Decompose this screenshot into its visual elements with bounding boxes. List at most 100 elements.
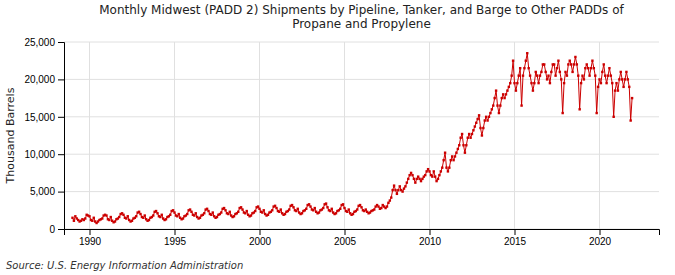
marker bbox=[474, 125, 476, 127]
grid-line-y bbox=[64, 116, 659, 117]
marker bbox=[612, 116, 614, 118]
grid-line-y bbox=[64, 154, 659, 155]
marker bbox=[318, 211, 320, 213]
marker bbox=[527, 67, 529, 69]
marker bbox=[413, 178, 415, 180]
y-axis-tick-mark bbox=[58, 42, 64, 43]
marker bbox=[250, 214, 252, 216]
marker bbox=[155, 210, 157, 212]
marker bbox=[471, 133, 473, 135]
y-axis-tick-label: 10,000 bbox=[24, 149, 55, 160]
marker bbox=[590, 67, 592, 69]
marker bbox=[417, 175, 419, 177]
marker bbox=[131, 220, 133, 222]
marker bbox=[485, 116, 487, 118]
marker bbox=[469, 137, 471, 139]
marker bbox=[577, 74, 579, 76]
marker bbox=[533, 82, 535, 84]
marker bbox=[408, 174, 410, 176]
marker bbox=[352, 213, 354, 215]
x-axis-tick: 1990 bbox=[79, 229, 102, 247]
marker bbox=[410, 172, 412, 174]
marker bbox=[454, 155, 456, 157]
marker bbox=[631, 97, 633, 99]
marker bbox=[84, 217, 86, 219]
marker bbox=[421, 178, 423, 180]
marker bbox=[586, 63, 588, 65]
marker bbox=[486, 119, 488, 121]
marker bbox=[348, 208, 350, 210]
marker bbox=[475, 122, 477, 124]
marker bbox=[566, 74, 568, 76]
x-axis-tick: 1995 bbox=[164, 229, 187, 247]
marker bbox=[492, 104, 494, 106]
title: Monthly Midwest (PADD 2) Shipments by Pi… bbox=[99, 3, 624, 31]
marker bbox=[118, 216, 120, 218]
grid-line-x bbox=[259, 42, 260, 229]
y-axis-tick-label: 15,000 bbox=[24, 112, 55, 123]
marker bbox=[389, 199, 391, 201]
marker bbox=[554, 74, 556, 76]
marker bbox=[583, 78, 585, 80]
marker bbox=[396, 193, 398, 195]
marker bbox=[580, 82, 582, 84]
marker bbox=[335, 212, 337, 214]
marker bbox=[278, 211, 280, 213]
x-axis-tick-label: 2015 bbox=[504, 236, 527, 247]
marker bbox=[516, 82, 518, 84]
marker bbox=[536, 74, 538, 76]
marker bbox=[159, 216, 161, 218]
y-axis-tick-mark bbox=[58, 154, 64, 155]
marker bbox=[571, 71, 573, 73]
grid-line-x bbox=[89, 42, 90, 229]
marker bbox=[156, 212, 158, 214]
y-axis-tick-label: 25,000 bbox=[24, 37, 55, 48]
marker bbox=[526, 52, 528, 54]
marker bbox=[437, 178, 439, 180]
marker bbox=[178, 213, 180, 215]
marker bbox=[618, 78, 620, 80]
marker bbox=[206, 208, 208, 210]
marker bbox=[240, 206, 242, 208]
grid-line-y bbox=[64, 191, 659, 192]
marker bbox=[233, 215, 235, 217]
y-axis-tick-mark bbox=[58, 117, 64, 118]
x-axis-tick-mark bbox=[515, 229, 516, 235]
marker bbox=[594, 74, 596, 76]
marker bbox=[258, 208, 260, 210]
marker bbox=[455, 152, 457, 154]
y-axis-tick: 10,000 bbox=[24, 149, 64, 160]
y-axis-tick-mark bbox=[58, 229, 64, 230]
marker bbox=[447, 170, 449, 172]
marker bbox=[462, 144, 464, 146]
marker bbox=[435, 180, 437, 182]
marker bbox=[165, 218, 167, 220]
marker bbox=[390, 196, 392, 198]
marker bbox=[600, 82, 602, 84]
marker bbox=[271, 209, 273, 211]
marker bbox=[308, 203, 310, 205]
x-axis-tick-mark bbox=[430, 229, 431, 235]
marker bbox=[549, 82, 551, 84]
marker bbox=[564, 71, 566, 73]
marker bbox=[138, 211, 140, 213]
marker bbox=[464, 152, 466, 154]
marker bbox=[506, 89, 508, 91]
marker bbox=[399, 185, 401, 187]
marker bbox=[459, 137, 461, 139]
marker bbox=[450, 159, 452, 161]
marker bbox=[257, 205, 259, 207]
marker bbox=[569, 60, 571, 62]
y-axis-tick: 25,000 bbox=[24, 37, 64, 48]
marker bbox=[393, 184, 395, 186]
marker bbox=[210, 214, 212, 216]
marker bbox=[424, 174, 426, 176]
marker bbox=[387, 202, 389, 204]
marker bbox=[74, 215, 76, 217]
marker bbox=[444, 152, 446, 154]
marker bbox=[611, 82, 613, 84]
marker bbox=[125, 217, 127, 219]
x-axis-tick: 2000 bbox=[249, 229, 272, 247]
marker bbox=[482, 127, 484, 129]
marker bbox=[547, 74, 549, 76]
